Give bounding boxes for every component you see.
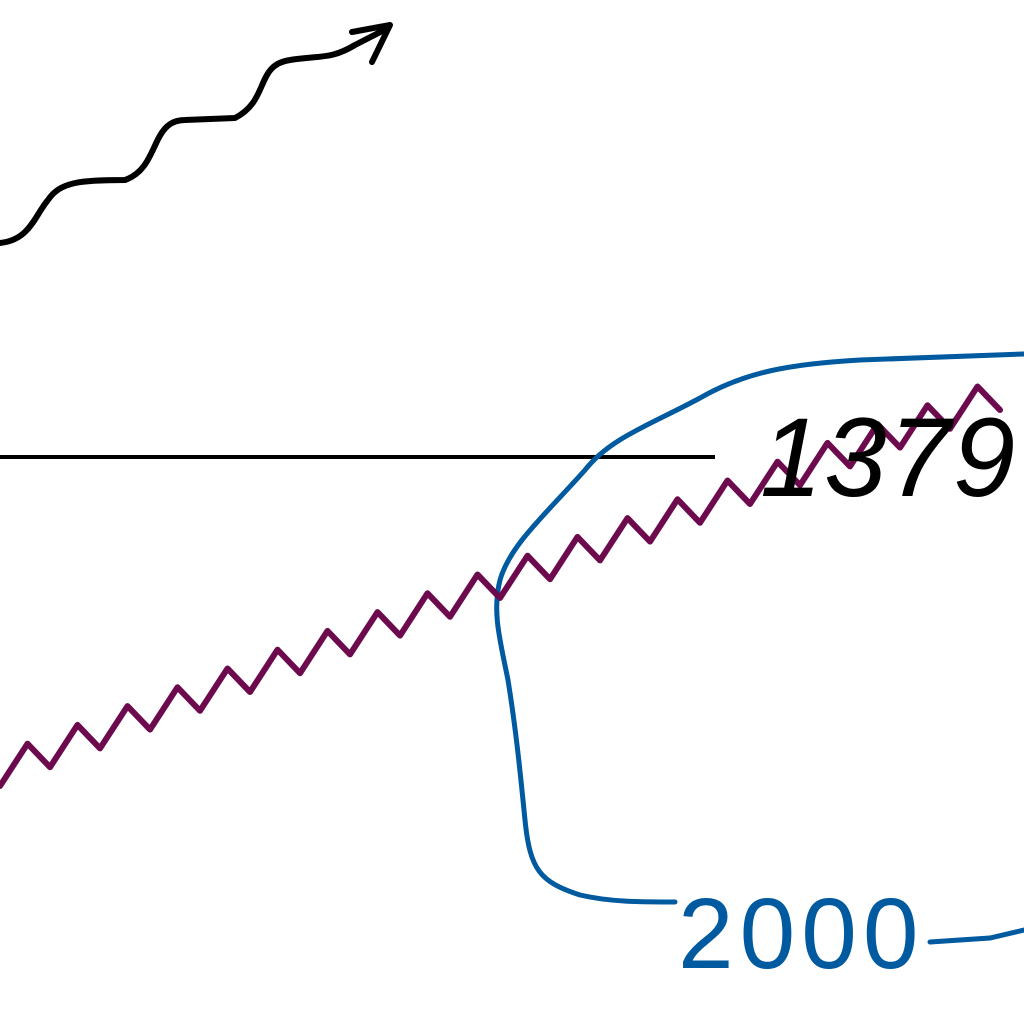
year-label: 2000 bbox=[678, 878, 924, 990]
blue-curve-tail bbox=[927, 927, 1024, 945]
arrow-head-icon bbox=[349, 22, 393, 65]
value-label: 1379 bbox=[760, 395, 1017, 520]
blue-curve bbox=[494, 351, 1024, 905]
wavy-arrow-icon bbox=[0, 25, 391, 246]
wavy-series-line bbox=[0, 383, 1003, 789]
